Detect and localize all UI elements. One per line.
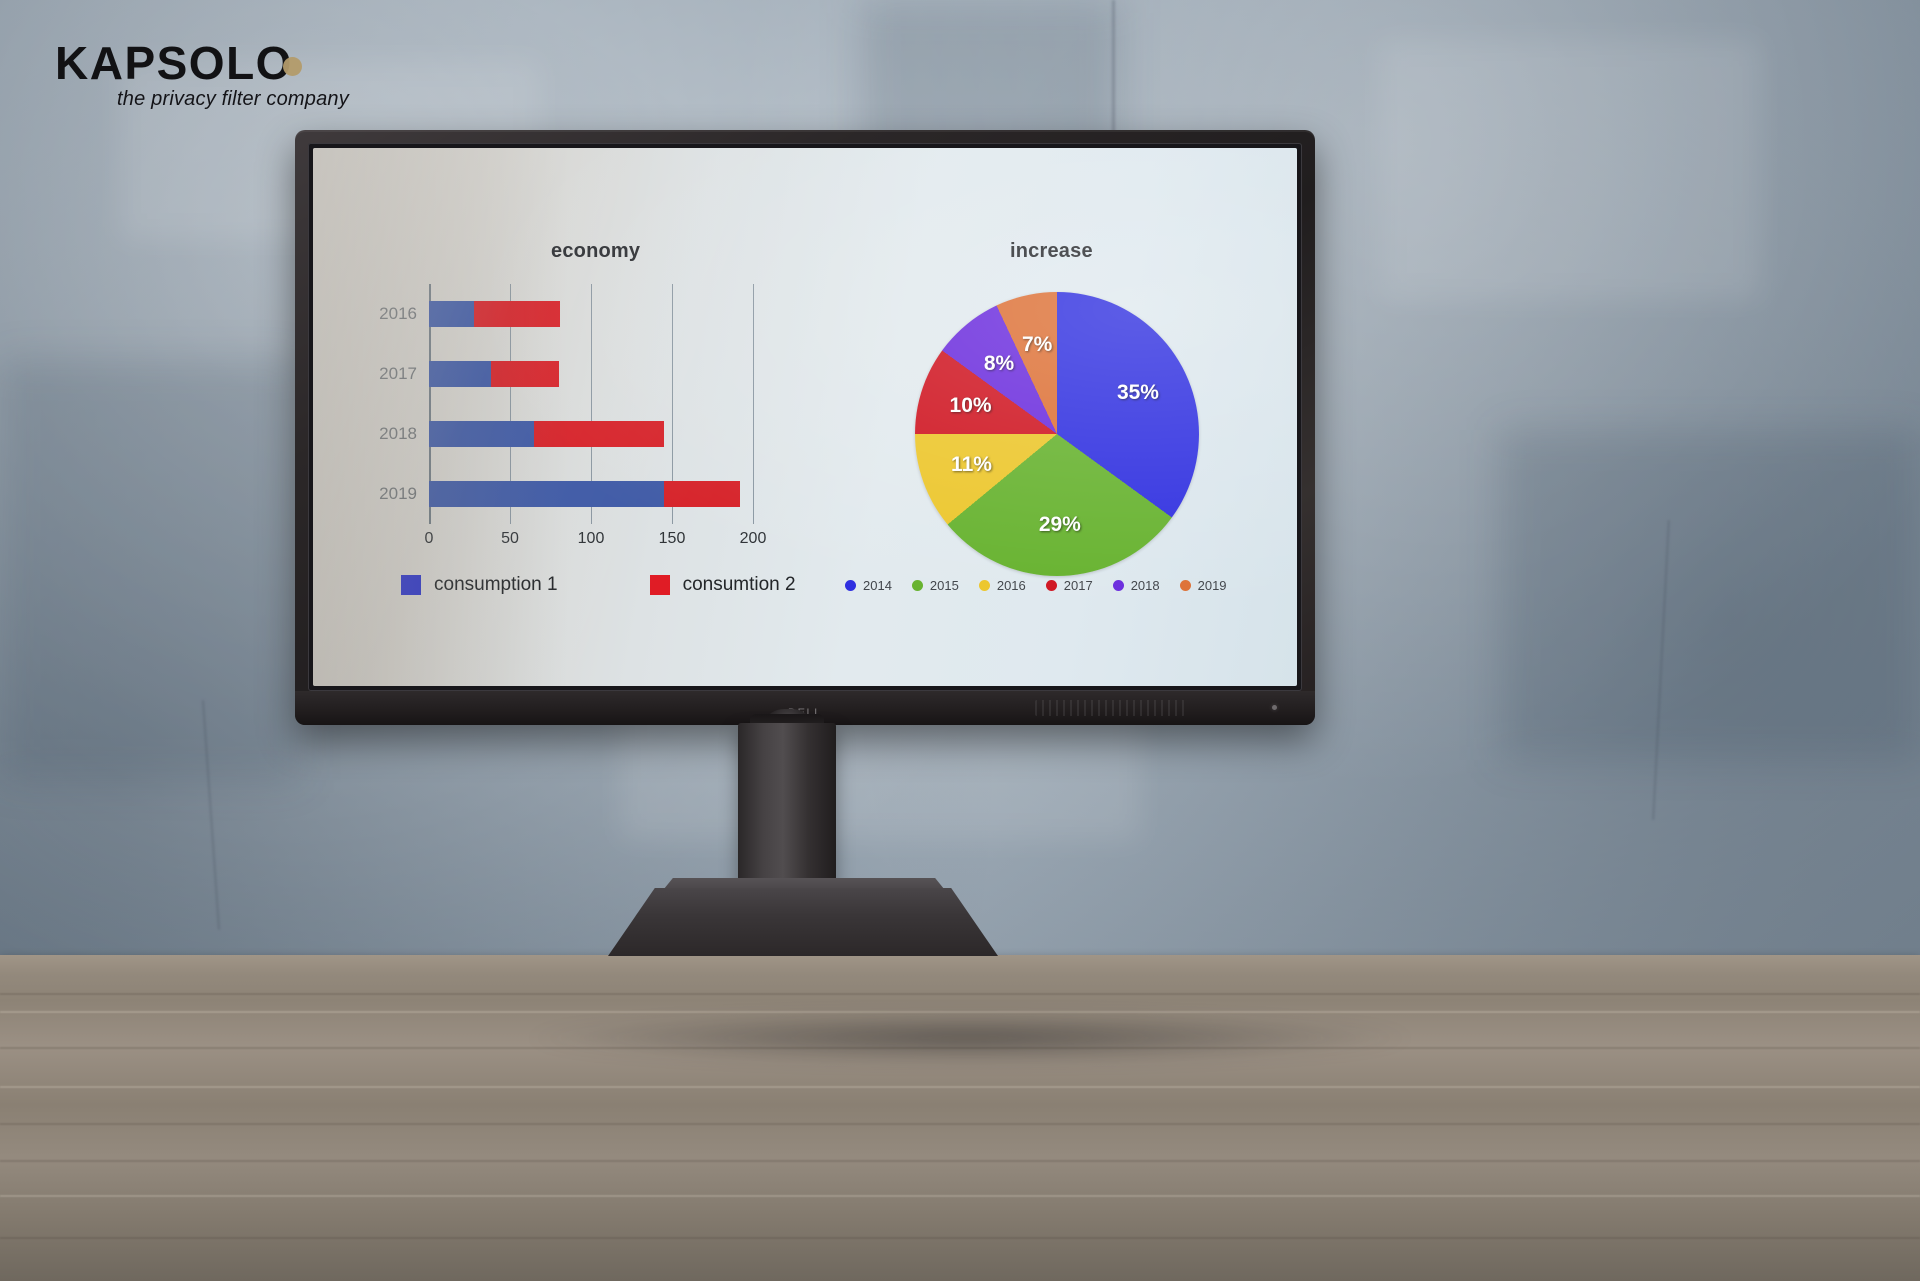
pie-legend-item-2019[interactable]: 2019 (1179, 578, 1227, 593)
legend-label: 2014 (863, 578, 892, 593)
bar-chart-legend: consumption 1 consumtion 2 (401, 574, 821, 596)
bar-segment (474, 301, 561, 327)
gridline (510, 284, 511, 524)
dashboard: economy 2016 2017 2018 2019 0 50 100 150 200 (313, 148, 1297, 686)
bar-category-label: 2019 (379, 484, 417, 503)
bar-segment (663, 481, 741, 507)
bar-row[interactable] (429, 361, 559, 387)
x-tick-label: 200 (739, 530, 767, 547)
bar-chart-title: economy (551, 240, 641, 262)
pie-chart-title: increase (1010, 240, 1093, 262)
power-led-icon[interactable] (1272, 705, 1277, 710)
monitor-vents-icon (1035, 700, 1185, 716)
bar-chart[interactable]: 2016 2017 2018 2019 0 50 100 150 200 consumptio… (343, 278, 803, 595)
pie-legend-item-2017[interactable]: 2017 (1045, 578, 1093, 593)
x-tick-label: 50 (501, 530, 519, 547)
monitor-cast-shadow (520, 1012, 1420, 1064)
legend-label: consumtion 2 (682, 574, 796, 595)
bar-category-label: 2017 (379, 364, 417, 383)
bar-segment (429, 361, 491, 387)
bar-segment (429, 421, 535, 447)
brand-dot-icon (283, 57, 302, 76)
pie-chart-legend: 2014 2015 2016 2017 2018 2019 (845, 578, 1265, 593)
pie-disc (915, 292, 1199, 576)
x-tick-label: 150 (658, 530, 686, 547)
pie-slice-label: 11% (951, 452, 992, 476)
bar-row[interactable] (429, 481, 741, 507)
gridline (672, 284, 673, 524)
bar-plot-area: 2016 2017 2018 2019 0 50 100 150 200 (379, 284, 766, 547)
gridline (753, 284, 754, 524)
x-tick-label: 0 (424, 530, 434, 547)
brand-tagline: the privacy filter company (117, 88, 349, 110)
legend-item-consumtion-2[interactable]: consumtion 2 (649, 574, 796, 596)
legend-label: 2018 (1130, 578, 1160, 593)
legend-item-consumption-1[interactable]: consumption 1 (401, 574, 558, 596)
bar-segment (490, 361, 559, 387)
monitor-screen[interactable]: economy 2016 2017 2018 2019 0 50 100 150 200 (313, 148, 1297, 686)
bar-row[interactable] (429, 301, 561, 327)
gridline (429, 284, 431, 524)
bar-category-label: 2018 (379, 424, 417, 443)
pie-legend-item-2016[interactable]: 2016 (978, 578, 1026, 593)
computer-monitor: economy 2016 2017 2018 2019 0 50 100 150 200 (295, 130, 1315, 725)
legend-label: 2015 (929, 578, 959, 593)
pie-slice-label: 7% (1021, 333, 1053, 357)
legend-label: consumption 1 (434, 574, 558, 595)
legend-dot-icon (845, 580, 856, 591)
legend-label: 2017 (1063, 578, 1093, 593)
monitor-stand-base (608, 888, 998, 956)
pie-legend-item-2015[interactable]: 2015 (911, 578, 959, 593)
legend-label: 2019 (1197, 578, 1227, 593)
legend-label: 2016 (996, 578, 1026, 593)
bar-segment (534, 421, 664, 447)
legend-swatch-icon (649, 575, 670, 595)
pie-slice-label: 29% (1038, 512, 1081, 536)
pie-slice-label: 10% (949, 393, 992, 417)
pie-legend-item-2014[interactable]: 2014 (845, 578, 892, 593)
bar-segment (429, 301, 475, 327)
bar-row[interactable] (429, 421, 664, 447)
pie-slice-label: 8% (983, 351, 1015, 375)
legend-dot-icon (978, 580, 990, 591)
gridline (591, 284, 592, 524)
pie-slice-label: 35% (1116, 380, 1159, 404)
legend-swatch-icon (401, 575, 421, 595)
brand-wordmark: KAPSOLO (55, 37, 293, 89)
legend-dot-icon (1112, 580, 1124, 591)
bar-segment (429, 481, 664, 507)
legend-dot-icon (1179, 580, 1191, 591)
pie-chart[interactable]: 35% 29% 11% 10% 8% 7% 2014 2015 2016 2017 2018 201… (833, 278, 1273, 593)
bar-category-label: 2016 (379, 304, 417, 323)
x-tick-label: 100 (577, 530, 605, 547)
pie-legend-item-2018[interactable]: 2018 (1112, 578, 1160, 593)
legend-dot-icon (1045, 580, 1057, 591)
wooden-table (0, 955, 1920, 1281)
kapsolo-logo: KAPSOLO the privacy filter company (55, 20, 475, 110)
legend-dot-icon (911, 580, 923, 591)
